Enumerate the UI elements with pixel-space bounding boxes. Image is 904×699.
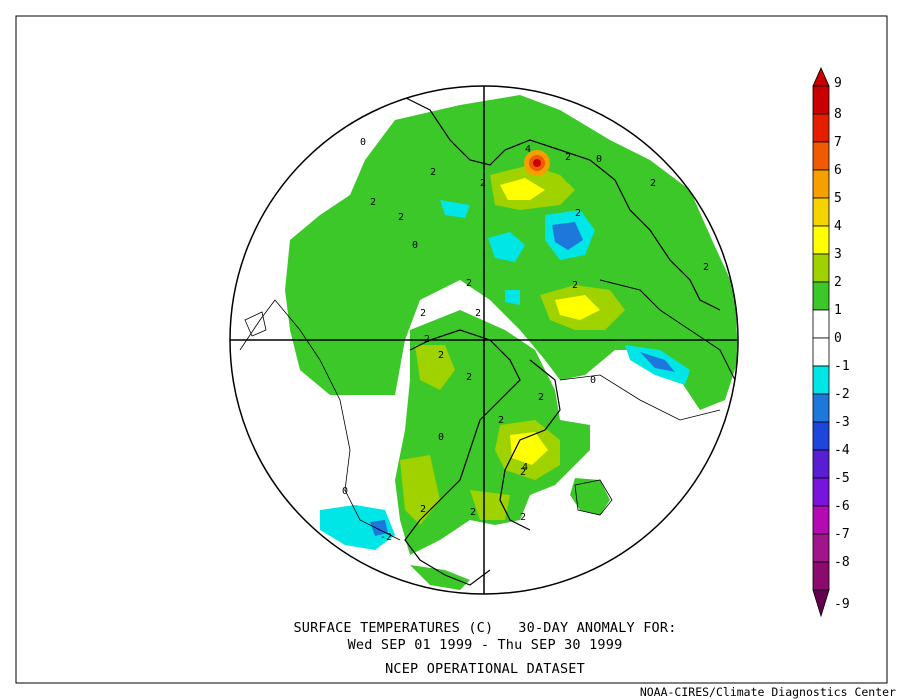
contour-label: 2: [370, 197, 376, 208]
caption-dataset: NCEP OPERATIONAL DATASET: [385, 661, 585, 677]
colorbar-swatch: [812, 561, 830, 591]
colorbar-swatch: [812, 533, 830, 563]
coastline: [404, 329, 521, 586]
anomaly-region-cold: [640, 352, 675, 372]
contour-label: 2: [572, 280, 578, 291]
colorbar-label: -9: [834, 597, 850, 612]
contour-label: 2: [498, 415, 504, 426]
anomaly-region-warm: [415, 345, 455, 390]
colorbar-label: 6: [834, 163, 842, 178]
colorbar-label: -1: [834, 359, 850, 374]
colorbar-label: 3: [834, 247, 842, 262]
contour-label: 2: [424, 334, 430, 345]
contour-label: 2: [520, 512, 526, 523]
colorbar-swatch: [812, 85, 830, 115]
contour-label: 2: [466, 278, 472, 289]
colorbar-swatch: [812, 141, 830, 171]
contour-label: 2: [703, 262, 709, 273]
colorbar-label: 9: [834, 76, 842, 91]
plot-frame: [15, 15, 888, 684]
contour-line: [239, 299, 401, 541]
anomaly-region-warm: [400, 455, 440, 525]
contour-line: [574, 479, 613, 516]
contour-label: 2: [650, 178, 656, 189]
contour-label: 0: [342, 486, 348, 497]
anomaly-region-warm: [500, 178, 545, 200]
contour-label: 2: [538, 392, 544, 403]
colorbar-swatch: [812, 253, 830, 283]
colorbar-label: -5: [834, 471, 850, 486]
caption-dates: Wed SEP 01 1999 - Thu SEP 30 1999: [347, 637, 623, 653]
anomaly-region-cold: [320, 505, 395, 550]
colorbar-label: 4: [834, 219, 842, 234]
contour-label: 0: [438, 432, 444, 443]
caption-title: SURFACE TEMPERATURES (C) 30-DAY ANOMALY …: [293, 620, 677, 636]
anomaly-region-cold: [505, 290, 520, 305]
colorbar-top-arrow: [812, 67, 830, 87]
coastline: [399, 94, 721, 311]
anomaly-hotspot: [533, 159, 541, 167]
contour-label: 4: [522, 462, 528, 473]
contour-label: 0: [596, 154, 602, 165]
colorbar-label: -3: [834, 415, 850, 430]
contour-label: 0: [590, 375, 596, 386]
colorbar-label: 7: [834, 135, 842, 150]
colorbar-swatch: [812, 113, 830, 143]
anomaly-region-cold: [488, 232, 525, 262]
contour-label: 2: [475, 308, 481, 319]
colorbar-swatch: [812, 365, 830, 395]
colorbar-swatch: [812, 337, 830, 367]
anomaly-region-positive: [570, 478, 610, 515]
colorbar-swatch: [812, 421, 830, 451]
colorbar-swatch: [812, 505, 830, 535]
contour-label: 2: [470, 507, 476, 518]
contour-label: 4: [525, 144, 531, 155]
contour-label: 0: [412, 240, 418, 251]
contour-label: 2: [430, 167, 436, 178]
colorbar-bottom-arrow: [812, 589, 830, 618]
contour-label: 2: [466, 372, 472, 383]
colorbar-swatch: [812, 169, 830, 199]
coastline: [599, 279, 736, 381]
coastline: [499, 359, 561, 531]
contour-line: [559, 374, 721, 421]
colorbar-swatch: [812, 477, 830, 507]
anomaly-region-cold: [440, 200, 470, 218]
colorbar-label: -7: [834, 527, 850, 542]
colorbar-swatch: [812, 309, 830, 339]
colorbar-label: 1: [834, 303, 842, 318]
contour-label: 2: [420, 504, 426, 515]
credit-text: NOAA-CIRES/Climate Diagnostics Center: [639, 685, 896, 699]
contour-label: 2: [420, 308, 426, 319]
colorbar-label: 2: [834, 275, 842, 290]
contour-line: [244, 311, 267, 337]
colorbar: 9 8 7 6 5 4 3 2 1 0 -1 -2 -3 -4 -5 -6 -7 -8 -9: [812, 67, 850, 618]
colorbar-swatch: [812, 281, 830, 311]
colorbar-label: -2: [834, 387, 850, 402]
contour-label: 2: [480, 178, 486, 189]
colorbar-label: -6: [834, 499, 850, 514]
colorbar-label: 5: [834, 191, 842, 206]
contour-label: 2: [438, 350, 444, 361]
contour-label: 2: [398, 212, 404, 223]
colorbar-label: -8: [834, 555, 850, 570]
contour-label: 0: [360, 137, 366, 148]
colorbar-swatch: [812, 393, 830, 423]
colorbar-label: -4: [834, 443, 850, 458]
anomaly-region-cold: [552, 222, 583, 250]
contour-label: 2: [575, 208, 581, 219]
contour-label: 2: [520, 467, 526, 478]
colorbar-label: 0: [834, 331, 842, 346]
colorbar-label: 8: [834, 107, 842, 122]
colorbar-swatch: [812, 449, 830, 479]
contour-label: 2: [565, 152, 571, 163]
contour-label: -2: [380, 532, 392, 543]
colorbar-swatch: [812, 225, 830, 255]
anomaly-region-warm: [555, 295, 600, 320]
colorbar-swatch: [812, 197, 830, 227]
anomaly-region-positive: [410, 565, 470, 590]
